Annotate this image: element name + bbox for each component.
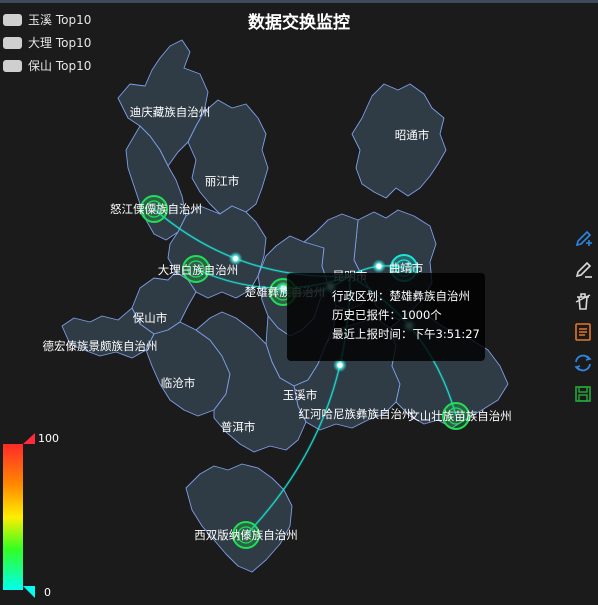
brush-clear-icon[interactable]: [572, 290, 594, 312]
tooltip-time: 最近上报时间：下午3:51:27: [332, 327, 480, 341]
region-label-wenshan: 文山壮族苗族自治州: [408, 409, 512, 423]
brush-pencil-icon[interactable]: [572, 259, 594, 281]
ripple-marker-xishuangbanna[interactable]: [232, 521, 260, 549]
ripple-marker-inner: [145, 200, 163, 218]
series-legend: 玉溪 Top10 大理 Top10 保山 Top10: [3, 8, 91, 77]
legend-item-yuxi[interactable]: 玉溪 Top10: [3, 8, 91, 31]
region-label-xishuangbanna: 西双版纳傣族自治州: [194, 528, 298, 542]
legend-item-dali[interactable]: 大理 Top10: [3, 31, 91, 54]
save-image-icon[interactable]: [572, 383, 594, 405]
flow-comet: [280, 285, 286, 291]
region-label-dehong: 德宏傣族景颇族自治州: [43, 339, 158, 353]
legend-label: 保山 Top10: [28, 59, 92, 73]
visual-map-max-handle[interactable]: [23, 433, 35, 444]
legend-swatch: [3, 59, 22, 72]
ripple-marker-inner: [187, 260, 205, 278]
visual-map-bar: [3, 433, 35, 598]
ripple-marker-nujiang[interactable]: [140, 195, 168, 223]
ripple-marker-dali[interactable]: [182, 255, 210, 283]
ripple-marker-wenshan[interactable]: [442, 402, 470, 430]
region-label-lijiang: 丽江市: [205, 174, 240, 188]
top-accent-bar: [0, 0, 598, 3]
region-label-zhaotong: 昭通市: [395, 128, 430, 142]
region-label-yuxi: 玉溪市: [283, 388, 318, 402]
tooltip-count: 历史已报件：1000个: [332, 308, 442, 322]
region-label-diqing: 迪庆藏族自治州: [130, 105, 211, 119]
tooltip-region: 行政区划：楚雄彝族自治州: [332, 289, 470, 303]
region-label-dali: 大理白族自治州: [158, 263, 239, 277]
map-tooltip: 行政区划：楚雄彝族自治州 历史已报件：1000个 最近上报时间：下午3:51:2…: [287, 273, 485, 361]
toolbox: [572, 228, 594, 414]
legend-item-baoshan[interactable]: 保山 Top10: [3, 54, 91, 77]
flow-comet: [232, 255, 239, 262]
ripple-marker-inner: [447, 407, 465, 425]
region-xishuangbanna[interactable]: [185, 463, 293, 573]
visual-map-max-label: 100: [38, 432, 59, 445]
visual-map: 100 0: [0, 430, 80, 600]
page-title: 数据交换监控: [248, 13, 350, 33]
data-view-icon[interactable]: [572, 321, 594, 343]
region-label-baoshan: 保山市: [133, 311, 168, 325]
visual-map-min-label: 0: [44, 586, 51, 599]
region-label-honghe: 红河哈尼族彝族自治州: [299, 407, 414, 421]
flow-comet: [337, 362, 343, 368]
region-puer[interactable]: [195, 311, 307, 453]
legend-label: 大理 Top10: [28, 36, 92, 50]
region-lijiang[interactable]: [187, 99, 269, 215]
region-label-qujing: 曲靖市: [389, 261, 424, 275]
legend-swatch: [3, 36, 22, 49]
region-nujiang[interactable]: [125, 125, 187, 241]
brush-pen-icon[interactable]: [572, 228, 594, 250]
ripple-marker-inner: [237, 526, 255, 544]
flow-comet: [376, 263, 382, 269]
region-label-nujiang: 怒江傈僳族自治州: [110, 202, 202, 216]
region-label-puer: 普洱市: [221, 420, 256, 434]
region-zhaotong[interactable]: [351, 83, 447, 199]
legend-swatch: [3, 13, 22, 26]
region-label-lincang: 临沧市: [161, 376, 196, 390]
visual-map-min-handle[interactable]: [23, 586, 35, 598]
restore-icon[interactable]: [572, 352, 594, 374]
legend-label: 玉溪 Top10: [28, 13, 92, 27]
